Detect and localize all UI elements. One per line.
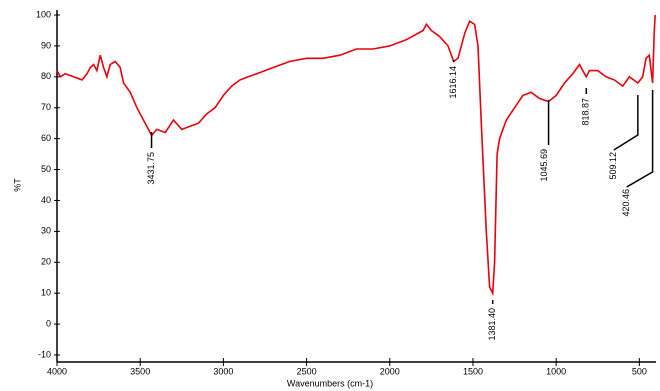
y-axis-label: %T bbox=[12, 178, 22, 192]
y-tick-label: 0 bbox=[46, 318, 51, 328]
peak-leader bbox=[626, 90, 654, 188]
y-tick-label: 90 bbox=[41, 40, 51, 50]
peak-leader bbox=[613, 95, 639, 151]
y-tick-label: 100 bbox=[36, 9, 51, 19]
x-tick-label: 4000 bbox=[47, 366, 67, 376]
y-tick-label: 80 bbox=[41, 71, 51, 81]
y-tick-label: 50 bbox=[41, 164, 51, 174]
x-tick-label: 1000 bbox=[546, 366, 566, 376]
y-tick-label: 70 bbox=[41, 102, 51, 112]
spectrum-line bbox=[56, 14, 656, 297]
peak-label: 420.46 bbox=[621, 189, 631, 217]
peak-label: 1616.14 bbox=[448, 66, 458, 99]
peak-label: 1381.40 bbox=[487, 308, 497, 341]
peak-label: 509.12 bbox=[608, 152, 618, 180]
peak-label: 3431.75 bbox=[146, 152, 156, 185]
y-tick-label: 60 bbox=[41, 133, 51, 143]
y-tick-label: 30 bbox=[41, 226, 51, 236]
y-tick-label: -10 bbox=[38, 349, 51, 359]
y-tick-label: 10 bbox=[41, 288, 51, 298]
x-tick-label: 3500 bbox=[130, 366, 150, 376]
x-tick-label: 3000 bbox=[213, 366, 233, 376]
x-tick-label: 1500 bbox=[463, 366, 483, 376]
x-tick-label: 500 bbox=[632, 366, 647, 376]
peak-label: 1045.69 bbox=[539, 149, 549, 182]
y-tick-label: 40 bbox=[41, 195, 51, 205]
x-axis-label: Wavenumbers (cm-1) bbox=[287, 378, 373, 388]
x-tick-label: 2000 bbox=[380, 366, 400, 376]
x-tick-label: 2500 bbox=[297, 366, 317, 376]
peak-label: 818.87 bbox=[581, 98, 591, 126]
y-tick-label: 20 bbox=[41, 257, 51, 267]
